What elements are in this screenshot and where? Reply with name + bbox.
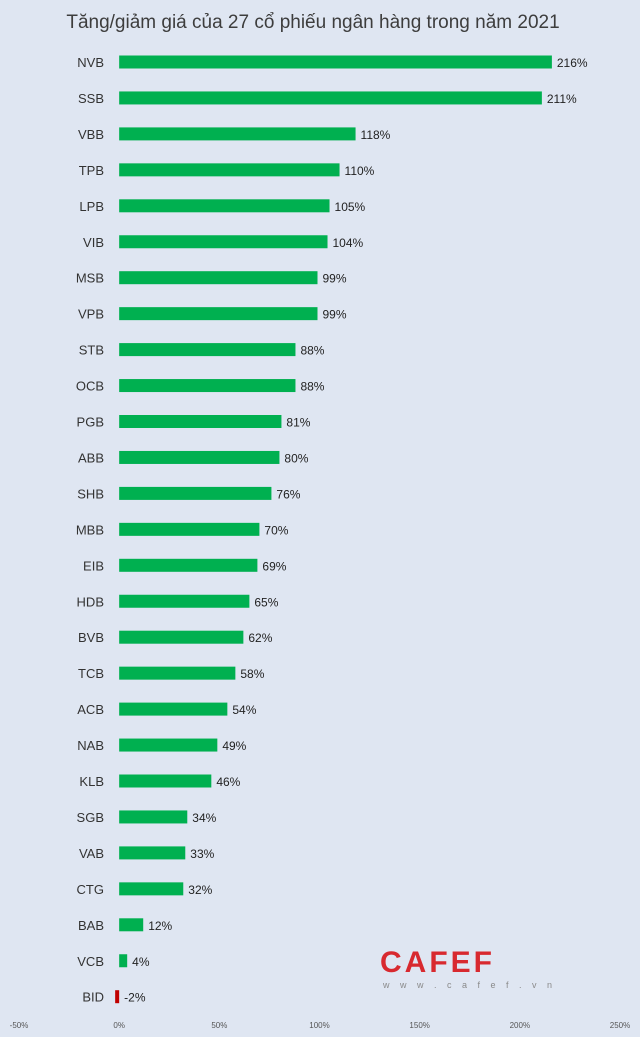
category-label-eib: EIB (83, 558, 104, 573)
bar-bid (115, 990, 120, 1004)
category-label-vab: VAB (79, 846, 104, 861)
category-label-vcb: VCB (77, 954, 104, 969)
x-tick-label: 100% (309, 1021, 329, 1030)
x-axis-ticks-group: -50% 0% 50% 100% 150% 200% 250% (10, 1021, 631, 1030)
data-label-lpb: 105% (335, 200, 366, 214)
bar-acb (119, 702, 228, 716)
category-label-ocb: OCB (76, 379, 104, 394)
category-label-vib: VIB (83, 235, 104, 250)
bar-msb (119, 271, 318, 285)
data-label-vbb: 118% (361, 128, 391, 142)
bars-group (115, 55, 552, 1004)
data-label-ocb: 88% (300, 380, 324, 394)
bar-abb (119, 450, 280, 464)
data-label-vib: 104% (333, 236, 364, 250)
bar-lpb (119, 199, 330, 213)
category-label-shb: SHB (77, 486, 104, 501)
data-label-bab: 12% (148, 919, 172, 933)
data-label-msb: 99% (322, 272, 346, 286)
data-label-acb: 54% (232, 703, 256, 717)
bar-vpb (119, 307, 318, 321)
bar-ocb (119, 379, 296, 393)
data-label-ctg: 32% (188, 883, 212, 897)
data-label-nvb: 216% (557, 56, 588, 70)
data-label-nab: 49% (222, 739, 246, 753)
bar-klb (119, 774, 212, 788)
category-label-tcb: TCB (78, 666, 104, 681)
category-label-abb: ABB (78, 450, 104, 465)
data-label-eib: 69% (262, 559, 286, 573)
chart-title: Tăng/giảm giá của 27 cổ phiếu ngân hàng … (66, 12, 559, 33)
data-label-vab: 33% (190, 847, 214, 861)
category-label-tpb: TPB (79, 163, 104, 178)
category-label-bvb: BVB (78, 630, 104, 645)
cafef-watermark: CAFEF w w w . c a f e f . v n (380, 946, 556, 990)
data-label-tpb: 110% (345, 164, 375, 178)
bar-ssb (119, 91, 542, 105)
bar-bvb (119, 630, 244, 644)
data-label-abb: 80% (284, 451, 308, 465)
bar-stb (119, 343, 296, 357)
bar-pgb (119, 415, 282, 428)
category-label-nvb: NVB (77, 55, 104, 70)
category-label-ctg: CTG (77, 882, 104, 897)
data-label-stb: 88% (300, 344, 324, 358)
data-label-bid: -2% (124, 991, 146, 1005)
category-label-acb: ACB (77, 702, 104, 717)
bar-vab (119, 846, 186, 860)
category-label-bab: BAB (78, 918, 104, 933)
data-labels-group: 216% 211% 118% 110% 105% 104% 99% 99% 88% 88% 81% 8… (124, 56, 588, 1005)
category-label-nab: NAB (77, 738, 104, 753)
bar-tpb (119, 163, 340, 177)
bar-vbb (119, 127, 356, 141)
bar-tcb (119, 666, 236, 680)
category-label-klb: KLB (79, 774, 104, 789)
bar-shb (119, 486, 272, 500)
data-label-hdb: 65% (254, 595, 278, 609)
category-label-bid: BID (82, 990, 104, 1005)
x-tick-label: -50% (10, 1021, 29, 1030)
category-label-mbb: MBB (76, 522, 104, 537)
data-label-vpb: 99% (322, 308, 346, 322)
data-label-sgb: 34% (192, 811, 216, 825)
data-label-bvb: 62% (248, 631, 272, 645)
x-tick-label: 200% (510, 1021, 530, 1030)
category-label-pgb: PGB (77, 415, 104, 430)
x-tick-label: 0% (113, 1021, 125, 1030)
category-label-stb: STB (79, 343, 104, 358)
bar-vib (119, 235, 328, 249)
bar-bab (119, 918, 144, 932)
data-label-mbb: 70% (264, 523, 288, 537)
category-labels-group: NVB SSB VBB TPB LPB VIB MSB VPB STB OCB PGB ABB SHB M… (76, 55, 104, 1005)
x-tick-label: 150% (409, 1021, 429, 1030)
data-label-shb: 76% (276, 487, 300, 501)
data-label-pgb: 81% (286, 416, 310, 430)
data-label-tcb: 58% (240, 667, 264, 681)
watermark-url: w w w . c a f e f . v n (382, 980, 556, 990)
category-label-sgb: SGB (77, 810, 104, 825)
category-label-msb: MSB (76, 271, 104, 286)
data-label-ssb: 211% (547, 92, 577, 106)
bar-hdb (119, 594, 250, 608)
bar-ctg (119, 882, 184, 896)
category-label-vpb: VPB (78, 307, 104, 322)
bar-mbb (119, 522, 260, 536)
bar-eib (119, 558, 258, 572)
x-tick-label: 50% (211, 1021, 227, 1030)
category-label-vbb: VBB (78, 127, 104, 142)
bar-nab (119, 738, 218, 752)
x-tick-label: 250% (610, 1021, 630, 1030)
category-label-hdb: HDB (77, 594, 104, 609)
bar-vcb (119, 954, 128, 968)
category-label-ssb: SSB (78, 91, 104, 106)
watermark-brand: CAFEF (380, 946, 495, 979)
data-label-vcb: 4% (132, 955, 150, 969)
category-label-lpb: LPB (79, 199, 104, 214)
bar-sgb (119, 810, 188, 824)
bar-nvb (119, 55, 552, 69)
data-label-klb: 46% (216, 775, 240, 789)
